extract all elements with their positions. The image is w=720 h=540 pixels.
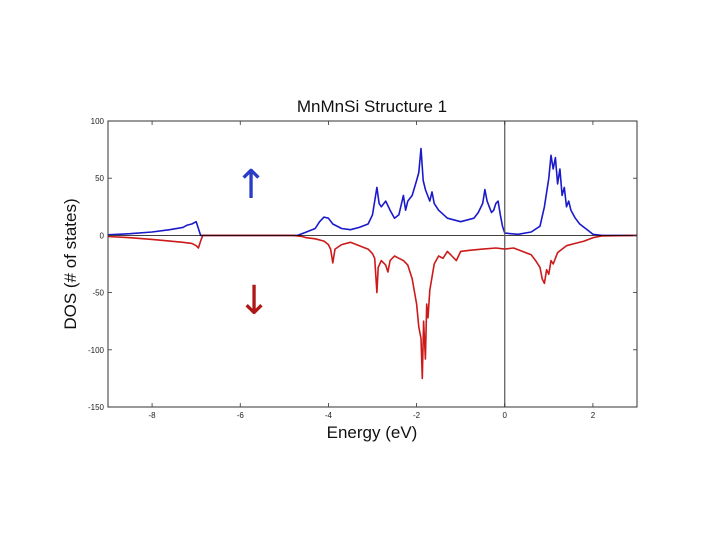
y-tick-label: -50 (92, 289, 104, 298)
y-tick-label: 0 (100, 231, 105, 240)
x-tick-label: -2 (413, 411, 421, 420)
y-tick-label: -150 (88, 403, 105, 412)
y-tick-label: 50 (95, 174, 104, 183)
y-tick-label: -100 (88, 346, 105, 355)
spin-down-arrow-icon: ↓ (237, 278, 271, 324)
series-line-spin-up (107, 147, 637, 237)
x-tick-label: -8 (149, 411, 157, 420)
x-axis-title: Energy (eV) (327, 423, 418, 442)
x-tick-label: 2 (591, 411, 596, 420)
series-layer (107, 147, 638, 380)
y-tick-label: 100 (91, 117, 105, 126)
plot-background (108, 121, 637, 407)
x-tick-label: -4 (325, 411, 333, 420)
series-line-spin-down (107, 234, 638, 380)
chart-title: MnMnSi Structure 1 (297, 97, 447, 116)
plot-frame (107, 120, 638, 408)
x-tick-label: 0 (503, 411, 508, 420)
ticks-layer: -8 -6 -4 -2 0 2 -150 -100 -50 0 50 100 (88, 117, 637, 420)
spin-up-arrow-icon: ↑ (234, 162, 268, 208)
x-tick-label: -6 (237, 411, 245, 420)
y-axis-title: DOS (# of states) (61, 198, 80, 329)
